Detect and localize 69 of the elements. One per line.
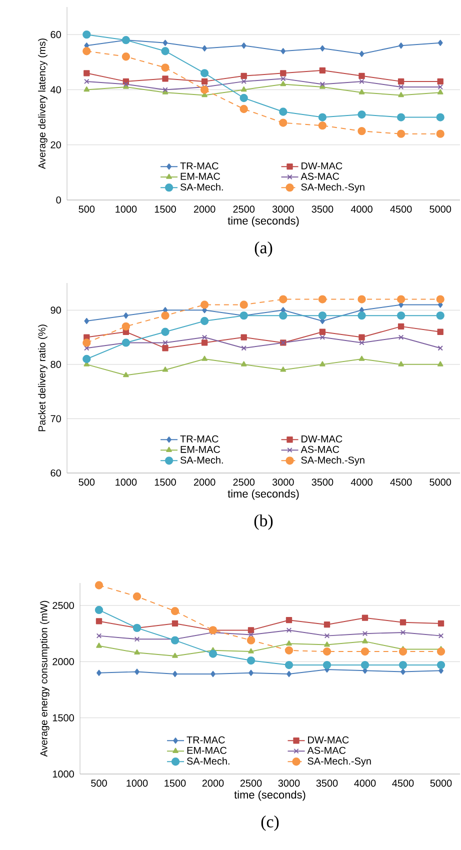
y-tick-label: 60 <box>50 469 61 477</box>
x-tick-label: 3500 <box>312 478 334 486</box>
text: (c) <box>261 816 279 831</box>
y-tick-label: 60 <box>50 31 61 38</box>
x-tick-label: 4000 <box>350 478 372 486</box>
x-tick-label: 1000 <box>126 780 148 787</box>
legend-label: AS-MAC <box>300 446 340 453</box>
x-tick-label: 500 <box>91 780 107 787</box>
legend-label: EM-MAC <box>180 446 220 453</box>
x-tick-label: 4000 <box>354 780 376 787</box>
y-tick-label: 2000 <box>52 658 74 666</box>
x-tick-label: 4500 <box>390 206 412 213</box>
x-tick-label: 5000 <box>430 206 452 213</box>
x-tick-label: 1500 <box>154 206 176 213</box>
legend-label: SA-Mech.-Syn <box>301 183 364 193</box>
y-tick-label: 1000 <box>52 770 74 778</box>
legend-label: DW-MAC <box>302 435 342 442</box>
legend-label: DW-MAC <box>308 736 349 744</box>
legend-label: SA-Mech.-Syn <box>301 456 364 466</box>
y-tick-label: 2500 <box>52 602 74 609</box>
legend-label: EM-MAC <box>180 172 220 180</box>
text: (b) <box>254 514 273 530</box>
x-tick-label: 2000 <box>194 478 216 486</box>
x-tick-label: 4500 <box>392 780 414 787</box>
x-tick-label: 2500 <box>240 780 262 787</box>
text: (a) <box>254 242 272 257</box>
x-tick-label: 3500 <box>316 780 338 787</box>
legend-label: TR-MAC <box>180 435 218 442</box>
x-tick-label: 3000 <box>272 206 294 213</box>
legend-label: EM-MAC <box>187 746 227 754</box>
legend-label: AS-MAC <box>300 172 340 180</box>
x-axis-title: time (seconds) <box>228 490 299 500</box>
x-tick-label: 2000 <box>202 780 224 787</box>
legend-label: SA-Mech. <box>180 456 223 464</box>
x-tick-label: 1500 <box>154 478 176 486</box>
x-tick-label: 2000 <box>194 206 216 213</box>
x-tick-label: 5000 <box>430 780 452 787</box>
x-tick-label: 1000 <box>116 478 137 486</box>
legend-label: DW-MAC <box>302 162 342 170</box>
y-tick-label: 80 <box>50 360 61 368</box>
x-tick-label: 500 <box>78 478 95 486</box>
x-axis-title: time (seconds) <box>234 790 306 801</box>
x-tick-label: 4500 <box>390 478 412 486</box>
y-tick-label: 40 <box>50 86 61 94</box>
y-tick-label: 1500 <box>52 714 74 722</box>
y-tick-label: 0 <box>56 196 61 204</box>
y-axis-title: Packet delivery ratio (%) <box>38 324 48 432</box>
x-tick-label: 2500 <box>233 206 255 213</box>
legend-label: TR-MAC <box>186 736 225 744</box>
legend-label: SA-Mech. <box>180 183 223 191</box>
y-axis-title: Average delivery latency (ms) <box>38 38 48 170</box>
legend-label: SA-Mech.-Syn <box>308 757 371 767</box>
x-tick-label: 1000 <box>116 206 137 213</box>
y-tick-label: 20 <box>50 141 61 148</box>
x-tick-label: 2500 <box>233 478 255 486</box>
y-tick-label: 70 <box>50 415 61 422</box>
legend-label: SA-Mech. <box>186 757 230 765</box>
x-tick-label: 4000 <box>350 206 372 213</box>
legend-label: AS-MAC <box>307 746 346 754</box>
x-tick-label: 3000 <box>278 780 300 787</box>
x-tick-label: 5000 <box>430 478 452 486</box>
y-axis-title: Average energy consumption (mW) <box>40 600 50 757</box>
x-axis-title: time (seconds) <box>228 216 299 227</box>
y-tick-label: 90 <box>50 306 61 314</box>
legend-label: TR-MAC <box>180 162 218 170</box>
x-tick-label: 500 <box>78 206 95 213</box>
x-tick-label: 3000 <box>272 478 294 486</box>
x-tick-label: 1500 <box>164 780 186 787</box>
x-tick-label: 3500 <box>312 206 334 213</box>
